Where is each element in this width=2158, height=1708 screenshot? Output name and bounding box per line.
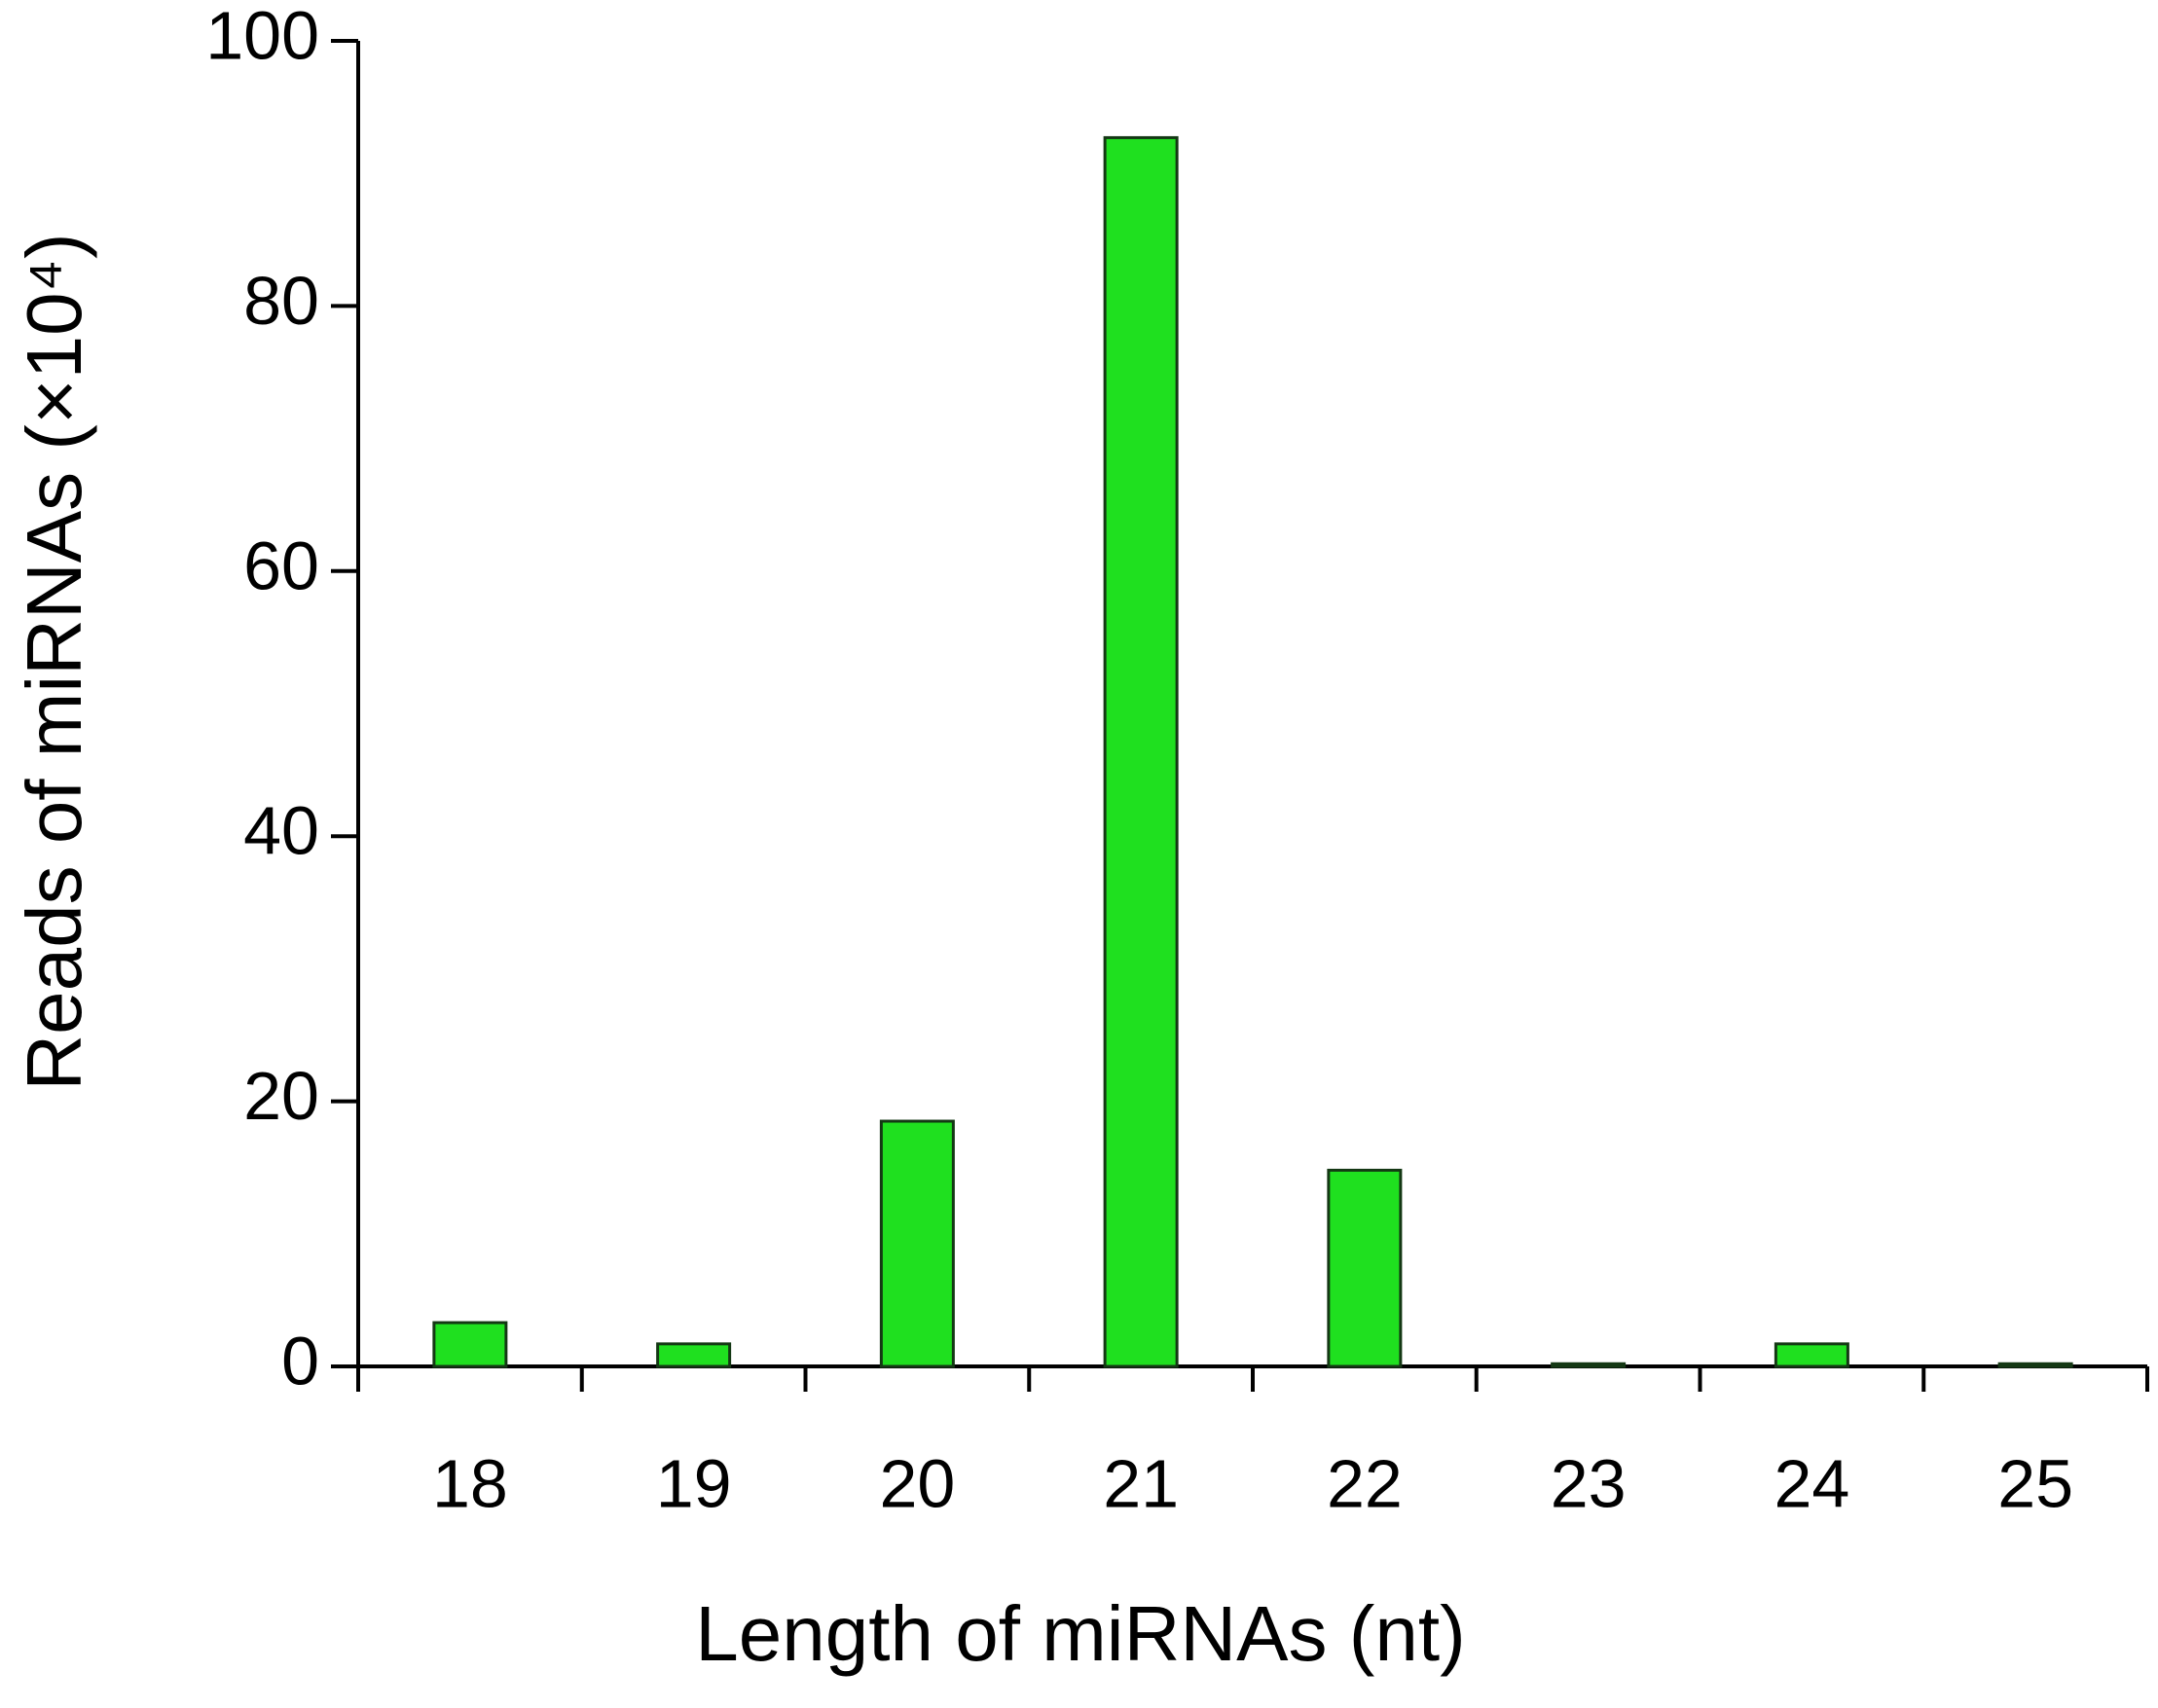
x-tick-label: 22 (1327, 1445, 1403, 1521)
y-tick-label: 20 (243, 1058, 319, 1134)
y-tick-label: 80 (243, 263, 319, 339)
y-tick-label: 60 (243, 527, 319, 603)
y-axis-title: Reads of miRNAs (×10⁴) (11, 233, 97, 1090)
x-tick-label: 21 (1103, 1445, 1179, 1521)
bar (1103, 135, 1179, 1368)
bar (1997, 1362, 2073, 1368)
y-tick-label: 0 (281, 1323, 319, 1399)
x-tick-label: 19 (656, 1445, 732, 1521)
bar (432, 1321, 508, 1368)
bar (879, 1119, 955, 1368)
x-tick-label: 20 (879, 1445, 955, 1521)
y-tick-label: 40 (243, 793, 319, 869)
bar (656, 1342, 732, 1368)
x-tick-label: 18 (432, 1445, 508, 1521)
x-axis-title: Length of miRNAs (nt) (695, 1590, 1465, 1677)
y-tick-label: 100 (205, 0, 319, 73)
bar (1774, 1342, 1849, 1368)
bar (1327, 1168, 1403, 1368)
x-tick-label: 23 (1551, 1445, 1627, 1521)
x-tick-label: 25 (1997, 1445, 2073, 1521)
x-tick-label: 24 (1774, 1445, 1849, 1521)
bar (1551, 1362, 1627, 1368)
